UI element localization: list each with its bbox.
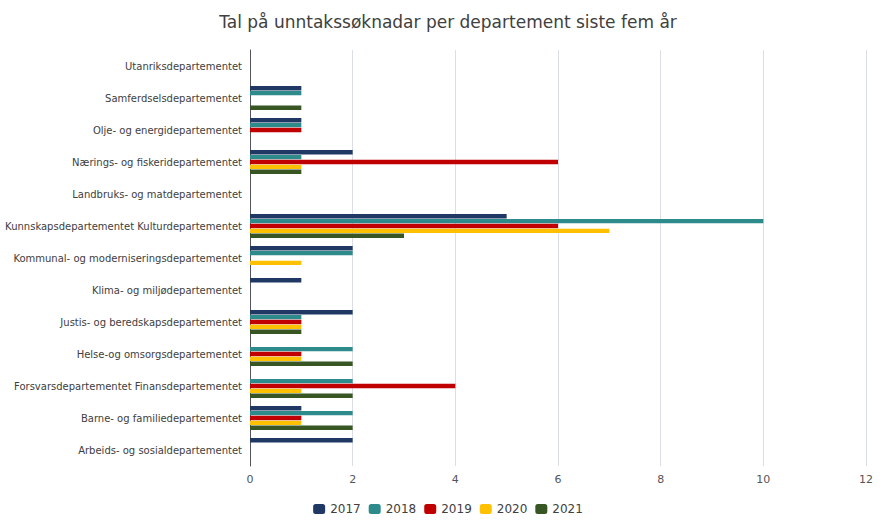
svg-text:Justis- og beredskapsdeparteme: Justis- og beredskapsdepartementet	[59, 317, 242, 328]
svg-text:Kommunal- og moderniseringsdep: Kommunal- og moderniseringsdepartementet	[13, 253, 242, 264]
svg-text:12: 12	[859, 473, 873, 486]
svg-text:Utanriksdepartementet: Utanriksdepartementet	[125, 61, 242, 72]
svg-text:2019: 2019	[441, 502, 472, 516]
svg-text:4: 4	[452, 473, 459, 486]
svg-text:Samferdselsdepartementet: Samferdselsdepartementet	[105, 93, 242, 104]
svg-text:2021: 2021	[552, 502, 583, 516]
svg-text:2020: 2020	[497, 502, 528, 516]
svg-text:2: 2	[349, 473, 356, 486]
svg-text:Barne- og familiedepartementet: Barne- og familiedepartementet	[81, 413, 242, 424]
svg-text:0: 0	[247, 473, 254, 486]
svg-text:Landbruks- og matdepartementet: Landbruks- og matdepartementet	[72, 189, 242, 200]
svg-text:Forsvarsdepartementet Finansde: Forsvarsdepartementet Finansdepartemente…	[14, 381, 242, 392]
svg-text:Kunnskapsdepartementet Kulturd: Kunnskapsdepartementet Kulturdepartement…	[5, 221, 242, 232]
svg-text:2018: 2018	[386, 502, 417, 516]
svg-text:Nærings- og fiskeridepartement: Nærings- og fiskeridepartementet	[72, 157, 242, 168]
svg-text:10: 10	[756, 473, 770, 486]
svg-text:Arbeids- og sosialdepartemente: Arbeids- og sosialdepartementet	[78, 445, 242, 456]
svg-text:Helse-og omsorgsdepartementet: Helse-og omsorgsdepartementet	[77, 349, 242, 360]
svg-text:Olje- og energidepartementet: Olje- og energidepartementet	[93, 125, 242, 136]
svg-text:6: 6	[555, 473, 562, 486]
svg-text:8: 8	[657, 473, 664, 486]
svg-text:Tal på unntakssøknadar per dep: Tal på unntakssøknadar per departement s…	[218, 12, 677, 32]
svg-text:Klima- og miljødepartementet: Klima- og miljødepartementet	[92, 285, 242, 296]
svg-text:2017: 2017	[330, 502, 361, 516]
